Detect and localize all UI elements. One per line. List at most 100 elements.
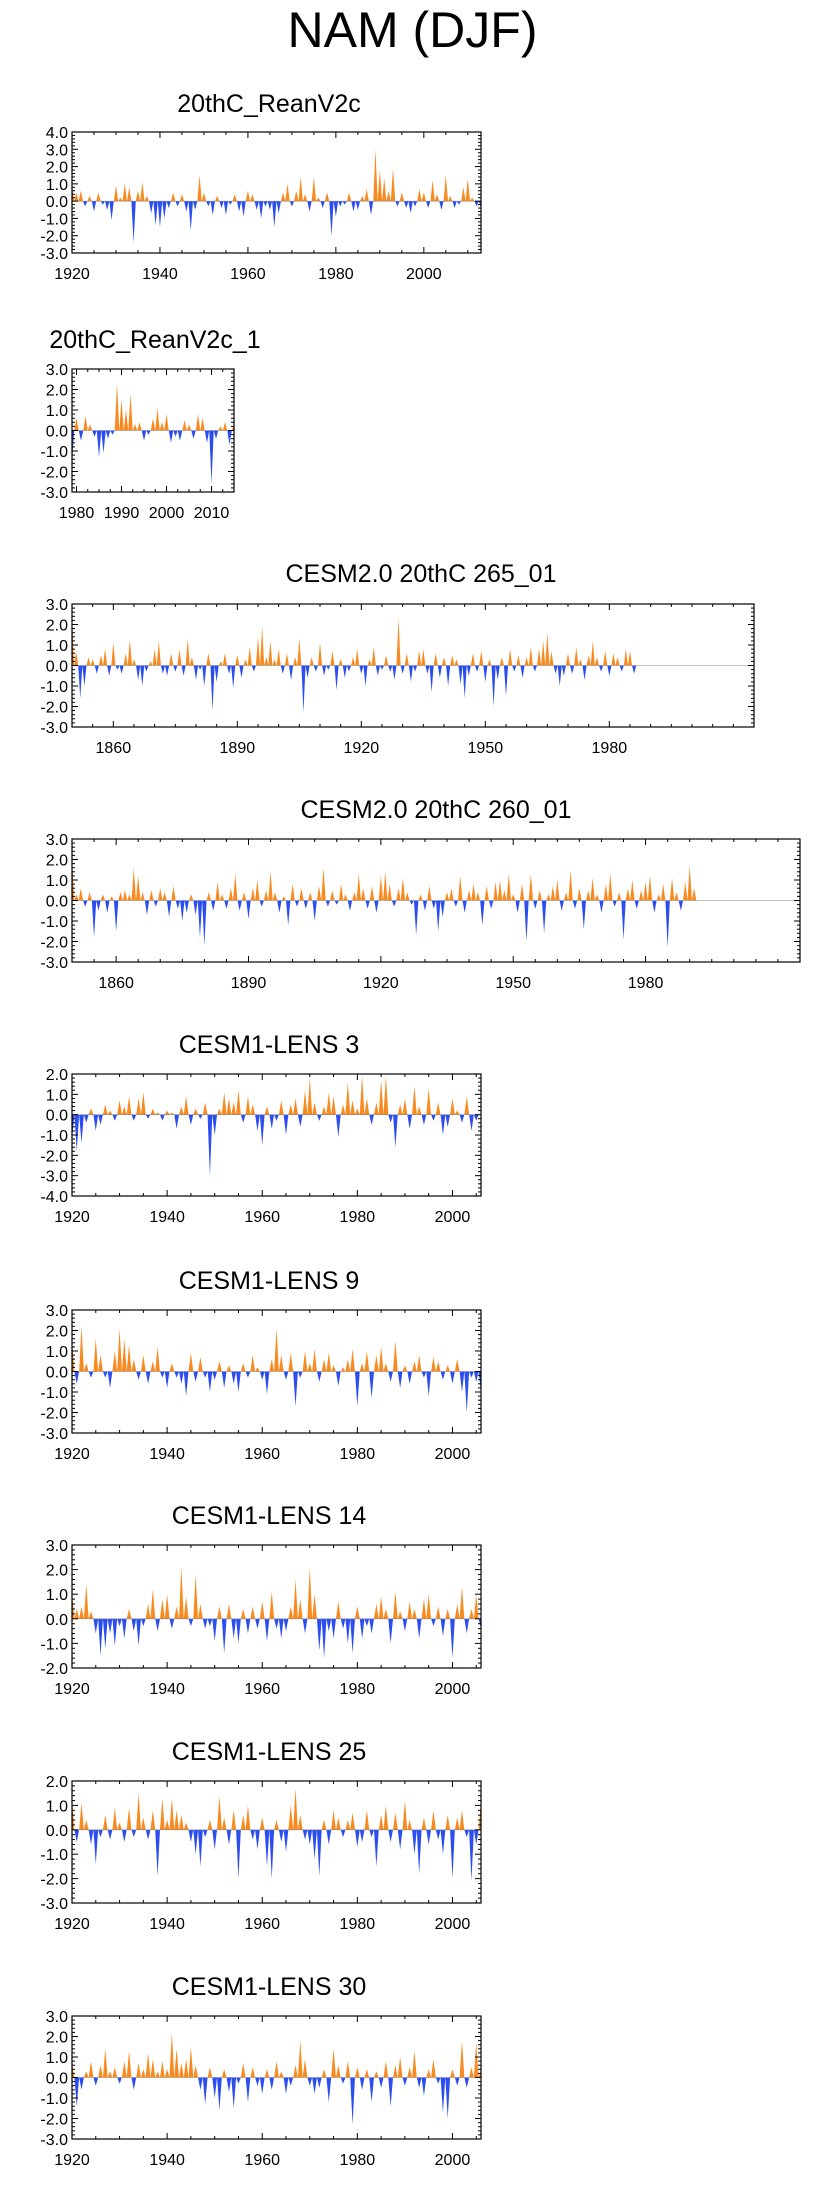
chart-title: 20thC_ReanV2c_1 <box>49 326 260 354</box>
negative-area-mark <box>452 201 457 209</box>
positive-area-mark <box>111 642 116 666</box>
negative-area-mark <box>121 1618 127 1639</box>
positive-area-mark <box>377 170 383 202</box>
chart-title: CESM1-LENS 9 <box>179 1267 360 1295</box>
negative-area-mark <box>459 1371 465 1392</box>
negative-area-mark <box>175 201 180 207</box>
positive-area-mark <box>259 1601 265 1619</box>
y-tick-label: 2.0 <box>46 618 68 635</box>
positive-area-mark <box>152 649 157 666</box>
negative-area-mark <box>221 1371 227 1388</box>
positive-area-mark <box>293 1098 298 1115</box>
x-tick-label: 1920 <box>54 1446 90 1463</box>
positive-area-mark <box>250 1355 256 1372</box>
positive-area-mark <box>150 1589 156 1619</box>
negative-area-mark <box>345 1618 351 1644</box>
positive-area-mark <box>113 185 119 202</box>
negative-area-mark <box>96 430 102 458</box>
negative-area-mark <box>520 665 525 678</box>
positive-area-mark <box>226 1098 232 1115</box>
negative-area-mark <box>92 430 97 437</box>
positive-area-mark <box>169 653 174 666</box>
positive-area-mark <box>594 657 599 666</box>
positive-area-mark <box>373 149 378 202</box>
positive-area-mark <box>280 192 286 202</box>
positive-area-mark <box>135 190 141 202</box>
negative-area-mark <box>303 900 309 909</box>
negative-area-mark <box>340 1618 346 1629</box>
x-tick-label: 1920 <box>54 1209 90 1226</box>
y-tick-label: 1.0 <box>46 177 68 194</box>
negative-area-mark <box>236 1371 241 1392</box>
positive-area-mark <box>450 655 455 666</box>
negative-area-mark <box>462 665 467 699</box>
positive-area-mark <box>188 894 194 901</box>
negative-area-mark <box>212 1114 218 1135</box>
x-tick-label: 1980 <box>340 1916 376 1933</box>
chart-marks <box>72 1076 479 1176</box>
positive-area-mark <box>245 1805 251 1830</box>
negative-area-mark <box>445 2077 451 2119</box>
positive-area-mark <box>404 653 409 666</box>
positive-area-mark <box>74 651 79 666</box>
negative-area-mark <box>212 1371 218 1380</box>
positive-area-mark <box>458 875 463 901</box>
negative-area-mark <box>491 665 496 707</box>
x-tick-label: 1920 <box>54 2152 90 2169</box>
positive-area-mark <box>123 653 128 666</box>
x-tick-label: 1980 <box>628 975 664 992</box>
positive-area-mark <box>197 175 202 202</box>
negative-area-mark <box>74 1114 80 1152</box>
positive-area-mark <box>346 192 352 202</box>
negative-area-mark <box>184 201 189 212</box>
positive-area-mark <box>352 892 357 901</box>
negative-area-mark <box>581 900 587 930</box>
negative-area-mark <box>136 665 141 680</box>
chart-marks <box>72 1326 481 1413</box>
positive-area-mark <box>144 195 149 202</box>
positive-area-mark <box>378 1815 384 1830</box>
negative-area-mark <box>412 201 418 207</box>
positive-area-mark <box>519 884 525 901</box>
negative-area-mark <box>397 1829 403 1850</box>
positive-area-mark <box>350 1100 355 1115</box>
positive-area-mark <box>79 1802 84 1830</box>
positive-area-mark <box>255 636 261 666</box>
negative-area-mark <box>464 1618 470 1634</box>
y-tick-label: -4.0 <box>40 1189 68 1206</box>
positive-area-mark <box>98 1355 103 1372</box>
positive-area-mark <box>159 422 165 431</box>
positive-area-mark <box>435 1361 441 1372</box>
positive-area-mark <box>473 2042 479 2078</box>
positive-area-mark <box>383 1608 389 1619</box>
positive-area-mark <box>158 888 163 901</box>
y-tick-label: 1.0 <box>46 2050 68 2067</box>
positive-area-mark <box>345 1359 351 1372</box>
positive-area-mark <box>102 2048 108 2078</box>
positive-area-mark <box>393 2065 398 2078</box>
positive-area-mark <box>459 1810 465 1830</box>
negative-area-mark <box>369 1371 374 1399</box>
negative-area-mark <box>388 1371 394 1382</box>
positive-area-mark <box>200 418 205 431</box>
negative-area-mark <box>79 1114 84 1144</box>
negative-area-mark <box>255 1829 260 1850</box>
negative-area-mark <box>421 2077 427 2096</box>
negative-area-mark <box>464 2077 470 2088</box>
negative-area-mark <box>416 1618 422 1639</box>
chart-panel-5: CESM1-LENS 3 2.0 1.0 0.0 -1.0 -2.0 -3.0 -4.0 192… <box>40 1031 482 1226</box>
positive-area-mark <box>182 420 187 431</box>
negative-area-mark <box>388 1829 394 1842</box>
positive-area-mark <box>274 1328 279 1372</box>
positive-area-mark <box>473 1594 479 1619</box>
x-tick-label: 1960 <box>230 266 266 283</box>
positive-area-mark <box>268 640 273 666</box>
positive-area-mark <box>155 407 160 431</box>
negative-area-mark <box>239 665 244 678</box>
positive-area-mark <box>350 1812 355 1830</box>
positive-area-mark <box>479 651 484 666</box>
positive-area-mark <box>643 882 648 901</box>
positive-area-mark <box>487 659 492 666</box>
positive-area-mark <box>150 418 156 431</box>
